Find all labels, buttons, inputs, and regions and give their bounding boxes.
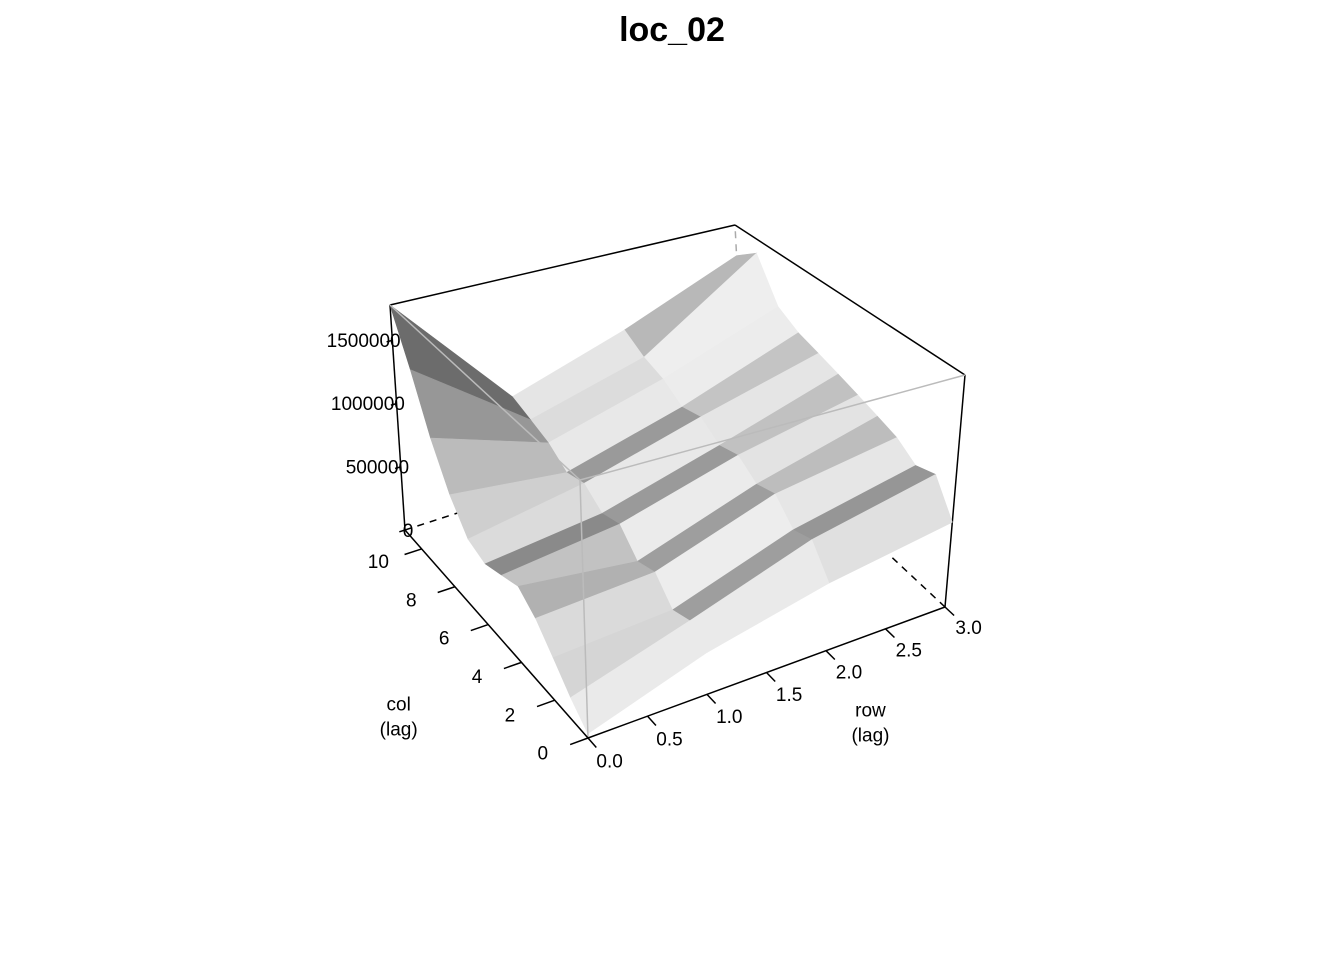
y-tick [536,699,555,708]
z-tick-label: 1500000 [327,331,401,352]
y-tick [569,737,589,746]
y-tick-label: 6 [439,629,450,650]
y-axis-label: (lag) [380,720,418,741]
x-axis-label: (lag) [851,726,889,747]
box-edge [389,304,581,481]
x-tick-label: 0.0 [596,752,622,773]
x-tick-label: 2.0 [836,663,862,684]
y-tick-label: 4 [472,667,483,688]
y-tick-label: 0 [537,744,548,765]
box-edge [404,529,589,739]
x-axis-label: row [855,701,886,722]
box-edge [389,304,406,531]
box-edge [579,374,966,481]
x-tick-label: 2.5 [896,640,922,661]
z-tick [386,339,393,343]
box-edge [389,224,736,306]
x-tick [944,606,955,617]
x-tick [825,650,836,661]
box-edge [944,374,966,608]
chart-title: loc_02 [619,11,725,49]
y-tick-label: 8 [406,590,417,611]
z-tick [399,529,406,533]
y-tick [437,586,456,594]
x-tick-label: 1.5 [776,685,802,706]
z-tick [390,402,397,406]
x-tick [646,715,657,726]
x-tick [765,671,776,682]
z-tick [394,466,402,470]
y-tick [503,661,522,670]
y-tick-label: 2 [505,705,516,726]
x-tick [706,693,717,704]
box-edge [734,224,966,376]
y-tick [470,623,489,632]
y-tick [404,548,422,556]
x-tick-label: 3.0 [955,618,981,639]
box-edge [579,479,589,739]
surface-facet [570,620,708,735]
y-axis-label: col [387,695,411,716]
x-tick [884,628,895,639]
x-tick-label: 1.0 [716,707,742,728]
z-tick-label: 1000000 [331,394,405,415]
x-tick-label: 0.5 [656,729,682,750]
y-tick-label: 10 [368,552,389,573]
z-tick-label: 0 [403,521,414,542]
x-tick [587,737,597,748]
z-tick-label: 500000 [346,458,409,479]
